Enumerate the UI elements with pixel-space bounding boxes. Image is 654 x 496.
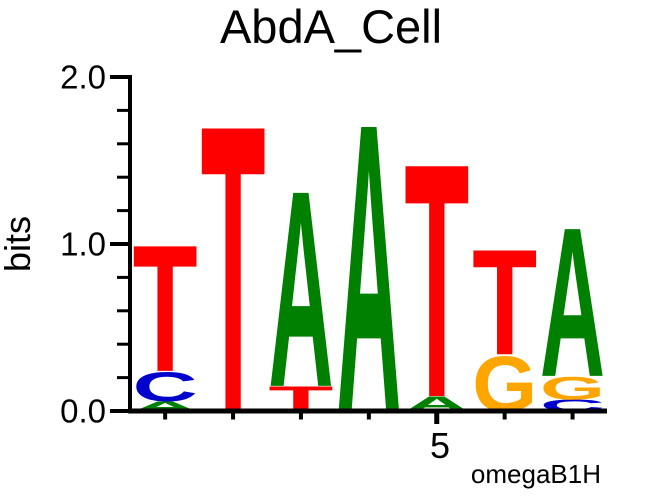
y-tick-label-2: 2.0 [60,59,106,96]
logo-letter-pos2-T: T [201,41,266,496]
svg-text:A: A [268,131,333,445]
svg-text:T: T [472,219,537,388]
svg-text:A: A [540,184,605,422]
logo-letter-pos6-T: T [472,219,537,388]
logo-letter-pos7-A: A [540,184,605,422]
svg-text:T: T [133,208,198,410]
logo-letter-pos5-T: T [404,95,469,468]
x-tick-label-5: 5 [430,425,450,466]
logo-letter-pos7-G: G [540,370,605,406]
footnote-label: omegaB1H [471,459,601,489]
svg-text:T: T [404,95,469,468]
y-axis-label: bits [0,216,38,272]
logo-letter-pos4-A: A [336,37,401,496]
svg-text:A: A [336,37,401,496]
logo-letter-pos1-C: C [133,364,198,410]
y-tick-label-0: 0.0 [60,393,106,430]
logo-letter-pos1-T: T [133,208,198,410]
y-tick-label-1: 1.0 [60,226,106,263]
svg-text:G: G [540,370,605,406]
chart-title: AbdA_Cell [220,0,442,53]
logo-letter-pos3-A: A [268,131,333,445]
svg-text:T: T [201,41,266,496]
svg-text:C: C [133,364,198,410]
axes-layer [110,75,607,424]
